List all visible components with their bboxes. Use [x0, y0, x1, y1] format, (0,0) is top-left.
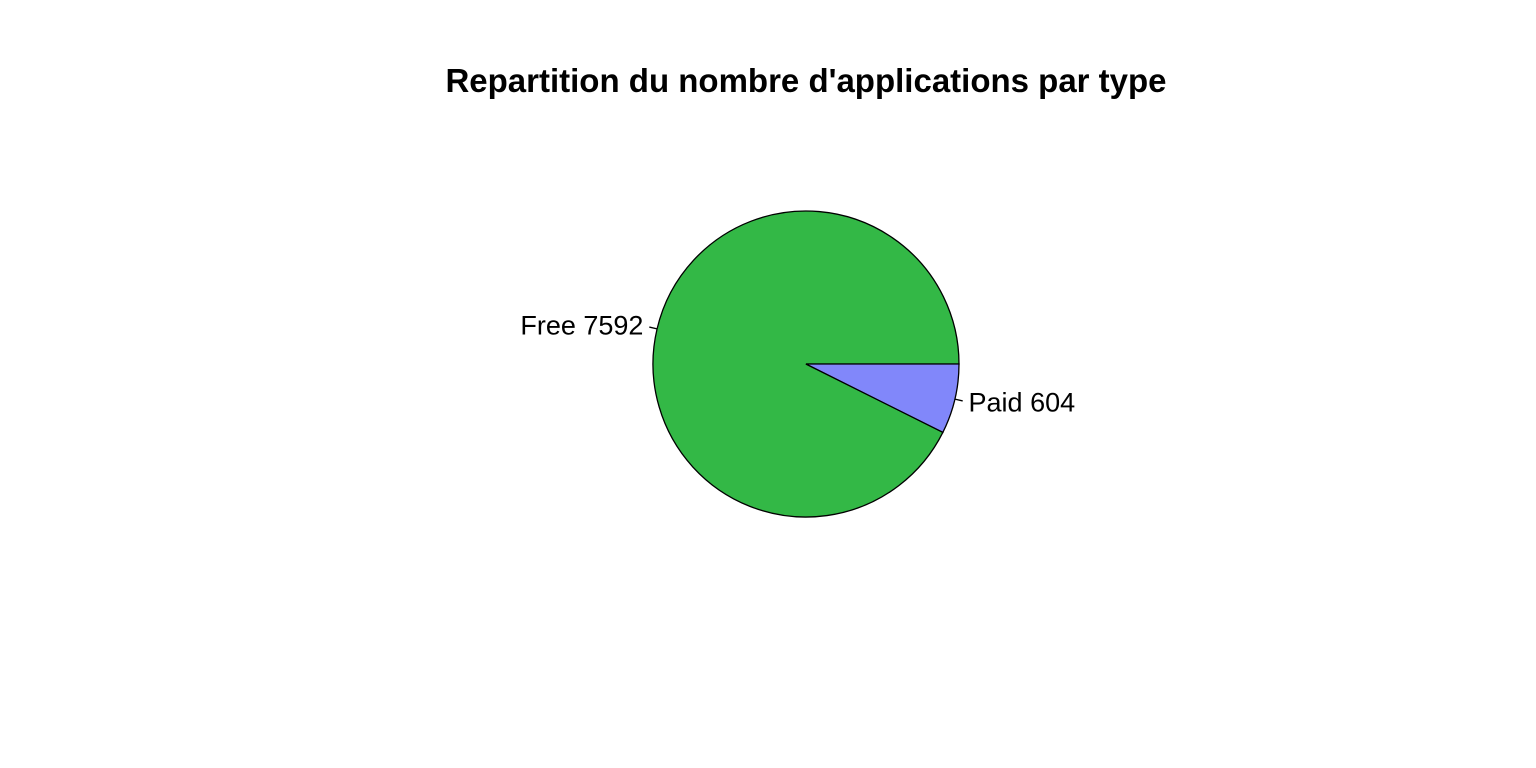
- pie-slice-paid: [805, 363, 960, 434]
- pie-label-free: Free 7592: [520, 311, 643, 341]
- pie-labels: Free 7592 Paid 604: [520, 311, 1075, 418]
- pie-label-tick-paid: [954, 398, 963, 402]
- pie-label-paid: Paid 604: [969, 387, 1076, 417]
- chart-title: Repartition du nombre d'applications par…: [445, 62, 1166, 99]
- pie-label-tick-free: [649, 326, 658, 330]
- pie-slices: [652, 210, 960, 518]
